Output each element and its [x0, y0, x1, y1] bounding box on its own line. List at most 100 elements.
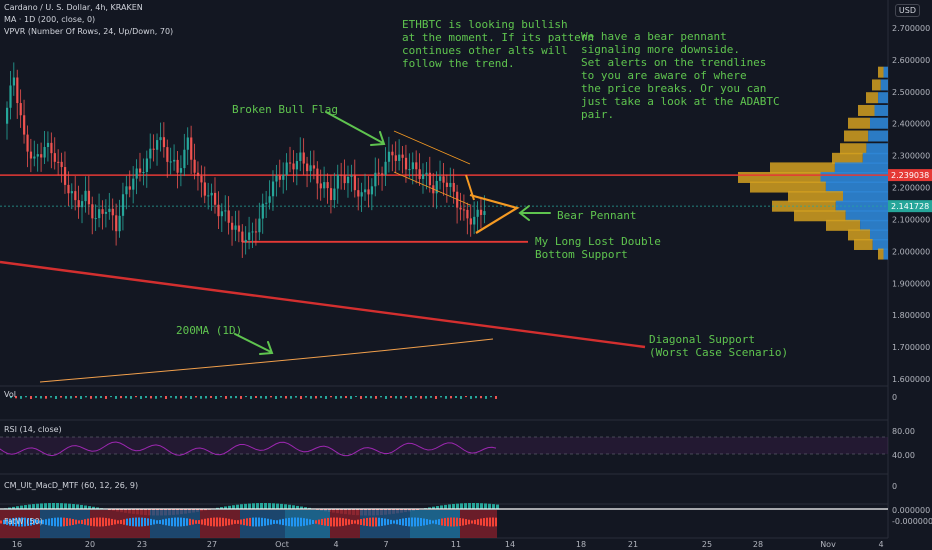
macd-pane-label[interactable]: CM_Ult_MacD_MTF (60, 12, 26, 9)	[4, 481, 139, 490]
candle	[169, 161, 172, 163]
volume-bar	[400, 396, 402, 399]
fisher-bar	[90, 518, 92, 526]
fisher-bar	[366, 517, 368, 527]
fisher-bar	[180, 517, 182, 527]
fisher-bar	[324, 518, 326, 526]
macd-histogram-bar	[60, 503, 63, 510]
macd-histogram-bar	[220, 507, 223, 510]
candle	[340, 174, 343, 176]
volume-profile-bar	[866, 143, 888, 155]
candle	[367, 189, 370, 195]
volume-bar	[170, 396, 172, 398]
x-tick-label: 25	[702, 540, 712, 549]
fisher-bar	[126, 518, 128, 526]
candle	[128, 186, 131, 190]
fisher-bar	[474, 519, 476, 525]
macd-histogram-bar	[232, 505, 235, 510]
candle	[200, 175, 203, 183]
volume-profile-bar	[880, 79, 888, 91]
candle	[476, 209, 479, 217]
volume-bar	[435, 396, 437, 399]
ma-indicator-label[interactable]: MA · 1D (200, close, 0)	[4, 15, 96, 24]
volume-bar	[370, 396, 372, 399]
volume-profile-bar	[848, 117, 870, 129]
volume-bar	[235, 396, 237, 399]
vpvr-indicator-label[interactable]: VPVR (Number Of Rows, 24, Up/Down, 70)	[4, 27, 174, 36]
fisher-bar	[489, 517, 491, 527]
volume-bar	[395, 396, 397, 399]
volume-bar	[185, 396, 187, 398]
fisher-bar	[372, 517, 374, 527]
fisher-bar	[162, 519, 164, 525]
bear-pennant-note: We have a bear pennant signaling more do…	[581, 30, 780, 121]
macd-histogram-bar	[252, 503, 255, 510]
volume-profile-bar	[825, 181, 888, 193]
volume-bar	[485, 396, 487, 399]
candle	[91, 204, 94, 219]
fisher-bar	[201, 519, 203, 525]
candle	[145, 158, 148, 173]
fisher-bar	[144, 517, 146, 527]
macd-histogram-bar	[204, 509, 207, 511]
y-tick-label: 2.200000	[892, 184, 930, 193]
y-tick-label: 2.600000	[892, 56, 930, 65]
volume-profile-bar	[860, 219, 888, 231]
bull-flag-arrow	[325, 111, 386, 146]
fisher-pane-label[interactable]: FatW (50)	[4, 517, 43, 526]
volume-profile-bar	[820, 171, 888, 183]
candle	[306, 163, 309, 172]
volume-bar	[245, 396, 247, 398]
candle	[53, 153, 56, 162]
fisher-bar	[219, 517, 221, 527]
x-tick-label: 16	[12, 540, 22, 549]
volume-profile-bar	[772, 200, 836, 212]
candle	[312, 165, 316, 169]
rsi-line	[0, 441, 497, 457]
fisher-bar	[129, 518, 131, 526]
fisher-bar	[225, 518, 227, 526]
macd-histogram-bar	[496, 504, 499, 510]
volume-bar	[210, 396, 212, 398]
candle	[258, 218, 261, 233]
resistance-price-tag	[888, 169, 932, 182]
candle	[84, 190, 87, 202]
candle	[149, 148, 152, 159]
candle	[439, 176, 442, 181]
fisher-bar	[363, 518, 365, 526]
volume-bar	[465, 396, 467, 398]
volume-bar	[490, 396, 492, 398]
bear-pennant-arrow	[518, 205, 551, 221]
fisher-bar	[396, 519, 398, 525]
macd-histogram-bar	[92, 506, 95, 510]
volume-bar	[145, 396, 147, 398]
macd-histogram-bar	[264, 503, 267, 510]
volume-bar	[415, 396, 417, 398]
candle	[241, 231, 244, 243]
macd-histogram-bar	[440, 505, 443, 510]
fisher-bar	[114, 519, 116, 525]
diagonal-support-label: Diagonal Support (Worst Case Scenario)	[649, 333, 789, 359]
volume-bar	[30, 396, 32, 399]
fisher-bar	[183, 517, 185, 527]
fisher-bar	[465, 519, 467, 525]
volume-pane-label[interactable]: Vol	[4, 390, 16, 399]
candle	[77, 200, 80, 208]
candle	[227, 210, 230, 223]
rsi-axis-label: 80.00	[892, 427, 915, 436]
fisher-bar	[414, 517, 416, 527]
candle	[333, 188, 336, 201]
candle	[275, 175, 278, 182]
candle	[162, 137, 166, 148]
fisher-bar	[66, 517, 68, 527]
candle	[12, 77, 16, 86]
candle	[319, 183, 322, 189]
candle	[271, 181, 275, 197]
fisher-bar	[45, 519, 47, 525]
currency-button[interactable]: USD	[894, 4, 920, 17]
macd-histogram-bar	[20, 505, 23, 510]
volume-bar	[285, 396, 287, 399]
fisher-bar	[228, 518, 230, 526]
rsi-pane-label[interactable]: RSI (14, close)	[4, 425, 62, 434]
fisher-axis-label: -0.000000	[892, 517, 932, 526]
